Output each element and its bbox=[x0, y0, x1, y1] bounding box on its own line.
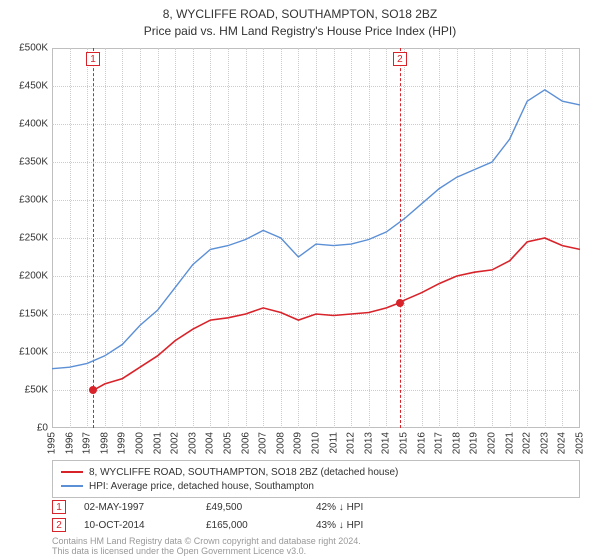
chart-title: 8, WYCLIFFE ROAD, SOUTHAMPTON, SO18 2BZ … bbox=[0, 0, 600, 40]
title-line-1: 8, WYCLIFFE ROAD, SOUTHAMPTON, SO18 2BZ bbox=[0, 6, 600, 23]
sale-dot-1 bbox=[89, 386, 97, 394]
x-tick-label: 2015 bbox=[399, 432, 410, 454]
x-tick-label: 2025 bbox=[575, 432, 586, 454]
sale-index-2: 2 bbox=[52, 518, 66, 532]
x-tick-label: 2019 bbox=[469, 432, 480, 454]
line-series-svg bbox=[52, 48, 580, 428]
y-tick-label: £400K bbox=[4, 119, 48, 130]
legend-swatch-2 bbox=[61, 485, 83, 487]
sale-marker-2: 2 bbox=[393, 52, 407, 66]
x-tick-label: 2004 bbox=[205, 432, 216, 454]
x-tick-label: 2008 bbox=[275, 432, 286, 454]
x-tick-label: 1995 bbox=[47, 432, 58, 454]
series-hpi bbox=[52, 90, 580, 369]
x-tick-label: 2024 bbox=[557, 432, 568, 454]
y-tick-label: £50K bbox=[4, 385, 48, 396]
x-tick-label: 2000 bbox=[135, 432, 146, 454]
title-line-2: Price paid vs. HM Land Registry's House … bbox=[0, 23, 600, 40]
x-tick-label: 2005 bbox=[223, 432, 234, 454]
x-tick-label: 2014 bbox=[381, 432, 392, 454]
x-tick-label: 1998 bbox=[99, 432, 110, 454]
sale-dot-2 bbox=[396, 299, 404, 307]
sale-date-1: 02-MAY-1997 bbox=[76, 502, 196, 513]
x-tick-label: 2002 bbox=[170, 432, 181, 454]
y-tick-label: £500K bbox=[4, 43, 48, 54]
y-tick-label: £300K bbox=[4, 195, 48, 206]
y-tick-label: £0 bbox=[4, 423, 48, 434]
sale-row-2: 2 10-OCT-2014 £165,000 43% ↓ HPI bbox=[52, 516, 580, 534]
sale-delta-2: 43% ↓ HPI bbox=[316, 520, 416, 531]
y-tick-label: £450K bbox=[4, 81, 48, 92]
x-tick-label: 2017 bbox=[434, 432, 445, 454]
x-tick-label: 2007 bbox=[258, 432, 269, 454]
sale-table: 1 02-MAY-1997 £49,500 42% ↓ HPI 2 10-OCT… bbox=[52, 498, 580, 534]
legend-item-1: 8, WYCLIFFE ROAD, SOUTHAMPTON, SO18 2BZ … bbox=[61, 465, 571, 479]
footer-line-1: Contains HM Land Registry data © Crown c… bbox=[52, 536, 580, 546]
x-tick-label: 1996 bbox=[64, 432, 75, 454]
footer-line-2: This data is licensed under the Open Gov… bbox=[52, 546, 580, 556]
x-tick-label: 2023 bbox=[539, 432, 550, 454]
x-tick-label: 2003 bbox=[187, 432, 198, 454]
sale-date-2: 10-OCT-2014 bbox=[76, 520, 196, 531]
sale-row-1: 1 02-MAY-1997 £49,500 42% ↓ HPI bbox=[52, 498, 580, 516]
y-tick-label: £150K bbox=[4, 309, 48, 320]
sale-price-1: £49,500 bbox=[206, 502, 306, 513]
x-tick-label: 2013 bbox=[363, 432, 374, 454]
y-tick-label: £250K bbox=[4, 233, 48, 244]
x-tick-label: 2021 bbox=[504, 432, 515, 454]
y-tick-label: £200K bbox=[4, 271, 48, 282]
sale-marker-1: 1 bbox=[86, 52, 100, 66]
legend-swatch-1 bbox=[61, 471, 83, 473]
x-tick-label: 2022 bbox=[522, 432, 533, 454]
x-tick-label: 2009 bbox=[293, 432, 304, 454]
y-tick-label: £100K bbox=[4, 347, 48, 358]
sale-index-1: 1 bbox=[52, 500, 66, 514]
x-tick-label: 2018 bbox=[451, 432, 462, 454]
legend-label-1: 8, WYCLIFFE ROAD, SOUTHAMPTON, SO18 2BZ … bbox=[89, 467, 398, 478]
legend-item-2: HPI: Average price, detached house, Sout… bbox=[61, 479, 571, 493]
x-tick-label: 1997 bbox=[82, 432, 93, 454]
chart-container: 8, WYCLIFFE ROAD, SOUTHAMPTON, SO18 2BZ … bbox=[0, 0, 600, 560]
footer-attribution: Contains HM Land Registry data © Crown c… bbox=[52, 536, 580, 557]
sale-delta-1: 42% ↓ HPI bbox=[316, 502, 416, 513]
x-tick-label: 2016 bbox=[416, 432, 427, 454]
x-tick-label: 2001 bbox=[152, 432, 163, 454]
x-tick-label: 2010 bbox=[311, 432, 322, 454]
x-tick-label: 2006 bbox=[240, 432, 251, 454]
legend-box: 8, WYCLIFFE ROAD, SOUTHAMPTON, SO18 2BZ … bbox=[52, 460, 580, 498]
sale-price-2: £165,000 bbox=[206, 520, 306, 531]
x-tick-label: 2012 bbox=[346, 432, 357, 454]
x-tick-label: 2020 bbox=[487, 432, 498, 454]
chart-area: £0£50K£100K£150K£200K£250K£300K£350K£400… bbox=[52, 48, 580, 428]
x-tick-label: 1999 bbox=[117, 432, 128, 454]
series-price_paid bbox=[93, 238, 580, 390]
legend-label-2: HPI: Average price, detached house, Sout… bbox=[89, 481, 314, 492]
y-tick-label: £350K bbox=[4, 157, 48, 168]
x-tick-label: 2011 bbox=[328, 432, 339, 454]
